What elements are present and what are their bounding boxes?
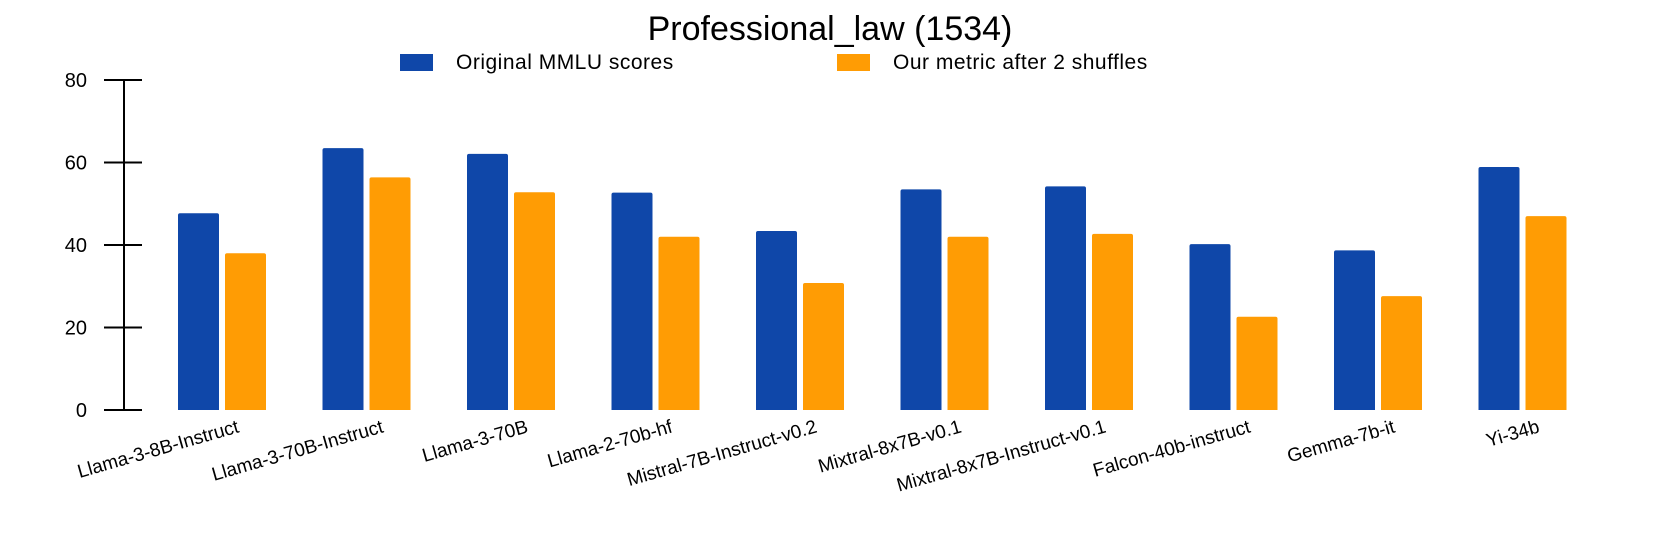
- chart-title: Professional_law (1534): [648, 10, 1013, 48]
- bar-shuffled-7: [1092, 233, 1133, 410]
- y-tick-label: 20: [65, 318, 87, 340]
- y-tick-label: 60: [65, 153, 87, 175]
- bar-shuffled-5: [803, 282, 844, 410]
- bar-original-4: [611, 192, 653, 410]
- bar-original-1: [178, 213, 219, 410]
- bar-shuffled-3: [514, 192, 555, 410]
- bar-shuffled-6: [947, 236, 989, 410]
- x-tick-label: Llama-3-70B: [420, 417, 530, 467]
- bar-shuffled-4: [658, 236, 700, 410]
- bar-shuffled-10: [1525, 216, 1567, 410]
- bar-original-6: [900, 189, 942, 410]
- bar-original-3: [467, 153, 508, 410]
- bar-shuffled-9: [1381, 296, 1422, 410]
- bar-original-7: [1045, 186, 1086, 410]
- y-axis: 0 20 40 60 80: [65, 70, 142, 422]
- y-tick-label: 80: [65, 70, 87, 92]
- bar-original-2: [322, 148, 364, 410]
- bar-original-9: [1334, 250, 1375, 410]
- x-tick-label: Gemma-7b-it: [1285, 416, 1398, 467]
- y-tick-label: 0: [76, 400, 87, 422]
- bar-shuffled-2: [369, 177, 411, 410]
- bar-original-8: [1189, 244, 1231, 410]
- x-tick-label: Falcon-40b-instruct: [1091, 416, 1254, 481]
- legend-swatch-original: [400, 54, 433, 71]
- legend: Original MMLU scores Our metric after 2 …: [400, 51, 1148, 74]
- y-tick-label: 40: [65, 235, 87, 257]
- bar-original-5: [756, 230, 797, 410]
- bar-original-10: [1478, 167, 1520, 410]
- legend-label-original: Original MMLU scores: [456, 51, 674, 74]
- legend-label-shuffled: Our metric after 2 shuffles: [893, 51, 1148, 74]
- bar-shuffled-8: [1236, 316, 1278, 410]
- legend-swatch-shuffled: [837, 54, 870, 71]
- bars: [178, 148, 1567, 410]
- x-tick-label: Yi-34b: [1484, 417, 1542, 452]
- bar-shuffled-1: [225, 253, 266, 410]
